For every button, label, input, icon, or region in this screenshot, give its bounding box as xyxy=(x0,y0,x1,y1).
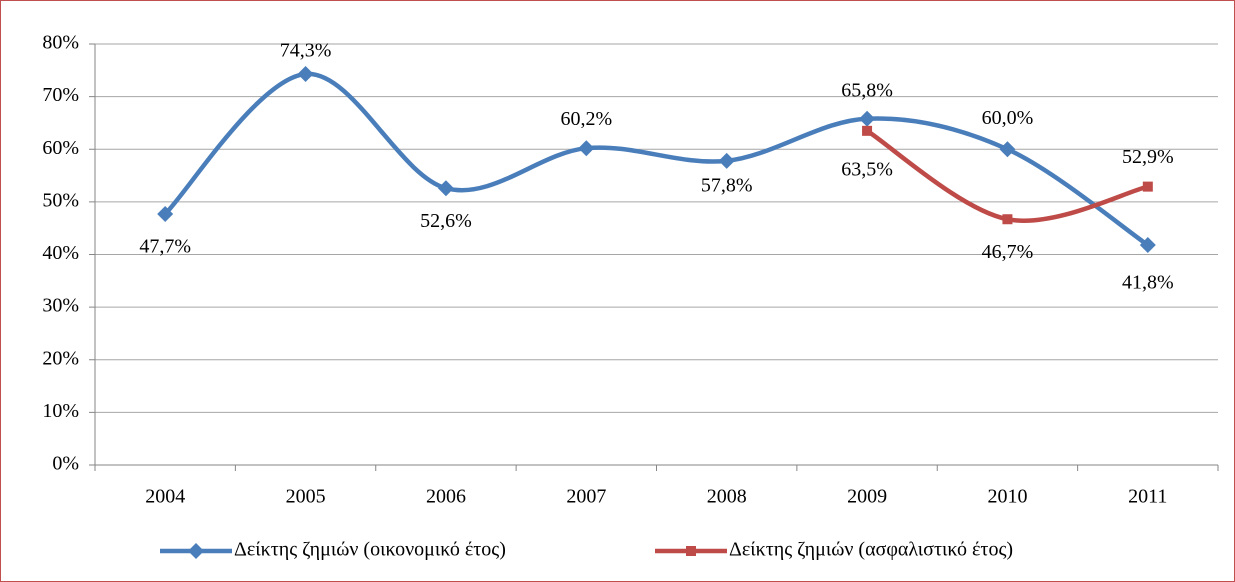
data-label: 52,9% xyxy=(1122,146,1174,168)
data-label: 60,0% xyxy=(982,107,1034,129)
x-tick-label: 2006 xyxy=(426,486,466,508)
data-label: 41,8% xyxy=(1122,272,1174,294)
x-tick-label: 2004 xyxy=(145,486,185,508)
point-marker xyxy=(1002,214,1013,225)
point-marker xyxy=(437,180,454,197)
data-label: 74,3% xyxy=(280,40,332,62)
x-tick-label: 2007 xyxy=(566,486,606,508)
data-label: 47,7% xyxy=(139,236,191,258)
y-tick-label: 30% xyxy=(42,295,79,317)
point-marker xyxy=(157,205,174,222)
x-tick-label: 2009 xyxy=(847,486,887,508)
data-label: 65,8% xyxy=(841,79,893,101)
x-tick-label: 2005 xyxy=(286,486,326,508)
legend-marker xyxy=(686,546,696,556)
y-tick-label: 60% xyxy=(42,137,79,159)
point-marker xyxy=(862,125,873,136)
legend-marker xyxy=(188,543,204,559)
x-tick-label: 2008 xyxy=(707,486,747,508)
x-tick-label: 2011 xyxy=(1128,486,1167,508)
legend-label: Δείκτης ζημιών (ασφαλιστικό έτος) xyxy=(729,539,1013,561)
x-tick-label: 2010 xyxy=(987,486,1027,508)
point-marker xyxy=(578,140,595,157)
y-tick-label: 50% xyxy=(42,189,79,211)
point-marker xyxy=(297,65,314,82)
y-tick-label: 70% xyxy=(42,84,79,106)
legend-label: Δείκτης ζημιών (οικονομικό έτος) xyxy=(234,539,506,561)
y-tick-label: 0% xyxy=(52,453,79,475)
data-label: 52,6% xyxy=(420,210,472,232)
point-marker xyxy=(718,152,735,169)
data-label: 63,5% xyxy=(841,158,893,180)
point-marker xyxy=(999,141,1016,158)
point-marker xyxy=(859,110,876,127)
data-label: 60,2% xyxy=(560,108,612,130)
y-tick-label: 40% xyxy=(42,242,79,264)
y-tick-label: 80% xyxy=(42,32,79,54)
data-label: 57,8% xyxy=(701,174,753,196)
point-marker xyxy=(1142,181,1153,192)
y-tick-label: 10% xyxy=(42,400,79,422)
data-label: 46,7% xyxy=(982,241,1034,263)
point-marker xyxy=(1139,237,1156,254)
y-tick-label: 20% xyxy=(42,347,79,369)
